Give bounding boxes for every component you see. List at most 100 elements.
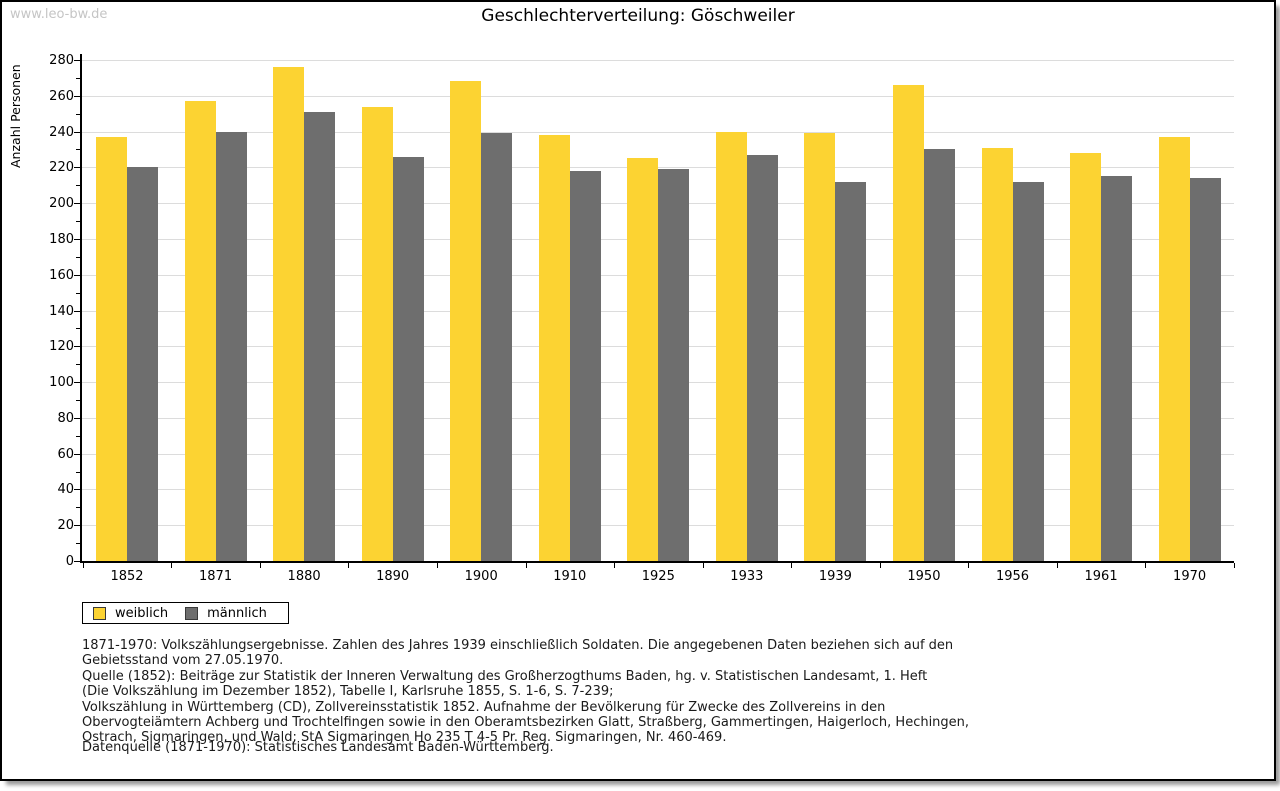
legend-label-maennlich: männlich: [207, 605, 267, 621]
chart-legend: weiblich männlich: [82, 602, 289, 624]
bar-weiblich: [892, 85, 924, 561]
bar-group: [1158, 54, 1221, 561]
legend-item-maennlich: männlich: [185, 606, 267, 621]
bar-männlich: [392, 156, 424, 561]
bar-group: [184, 54, 247, 561]
footnote-line: Ostrach, Sigmaringen, und Wald; StA Sigm…: [82, 730, 727, 746]
bar-weiblich: [538, 135, 570, 561]
footnote-line: 1871-1970: Volkszählungsergebnisse. Zahl…: [82, 638, 954, 653]
bar-weiblich: [715, 131, 747, 561]
y-axis-major-tick: [74, 131, 80, 133]
bar-group: [273, 54, 336, 561]
x-axis-tick: [259, 563, 261, 568]
bar-weiblich: [627, 158, 659, 561]
x-axis-tick-label: 1939: [818, 569, 852, 584]
footnotes: 1871-1970: Volkszählungsergebnisse. Zahl…: [82, 638, 969, 746]
y-axis-major-tick: [74, 382, 80, 384]
y-axis-minor-tick: [76, 543, 80, 545]
y-axis-tick-label: 120: [49, 339, 74, 355]
bar-männlich: [127, 167, 158, 561]
y-axis-major-tick: [74, 489, 80, 491]
x-axis-tick: [82, 563, 84, 568]
bar-männlich: [215, 131, 247, 561]
x-axis-tick-label: 1871: [199, 569, 233, 584]
bar-group: [1070, 54, 1133, 561]
bar-group: [361, 54, 424, 561]
y-axis-minor-tick: [76, 221, 80, 223]
y-axis-title: Anzahl Personen: [8, 64, 23, 168]
y-axis-major-tick: [74, 417, 80, 419]
plot-area: 0 20 40 60 80 100 120 140 160 180 200 220 240 260 280 1…: [49, 53, 1235, 584]
x-axis-tick-label: 1956: [995, 569, 1030, 584]
y-axis-tick-label: 260: [49, 88, 74, 104]
y-axis-tick-label: 100: [49, 375, 74, 391]
bar-männlich: [923, 149, 955, 561]
x-axis-tick-label: 1890: [376, 569, 410, 584]
x-axis-tick: [1145, 563, 1147, 568]
y-axis-major-tick: [74, 238, 80, 240]
y-axis-tick-label: 140: [49, 303, 74, 319]
y-axis-major-tick: [74, 453, 80, 455]
x-axis-tick-label: 1925: [641, 569, 675, 584]
bar-group: [450, 54, 513, 561]
x-axis-tick: [171, 563, 173, 568]
y-axis-minor-tick: [76, 364, 80, 366]
x-axis-tick: [702, 563, 704, 568]
y-axis-major-tick: [74, 274, 80, 276]
y-axis-major-tick: [74, 561, 80, 562]
datasource-line: Datenquelle (1871-1970): Statistisches L…: [82, 740, 554, 755]
x-axis-tick: [348, 563, 350, 568]
bar-group: [892, 54, 955, 561]
x-axis-tick: [1233, 563, 1235, 568]
x-axis-tick: [614, 563, 616, 568]
y-axis-minor-tick: [76, 113, 80, 115]
bar-weiblich: [1158, 136, 1190, 561]
x-axis-tick-label: 1933: [730, 569, 764, 584]
y-axis-minor-tick: [76, 507, 80, 509]
bar-weiblich: [273, 67, 305, 561]
x-axis-tick: [525, 563, 527, 568]
legend-swatch-maennlich: [185, 606, 199, 620]
y-axis-minor-tick: [76, 471, 80, 473]
y-axis-minor-tick: [76, 399, 80, 401]
bar-group: [538, 54, 601, 561]
y-axis-major-tick: [74, 525, 80, 527]
x-axis-tick: [1056, 563, 1058, 568]
footnote-line: (Die Volkszählung im Dezember 1852), Tab…: [82, 684, 614, 700]
x-axis-tick-label: 1900: [464, 569, 498, 584]
bar-männlich: [569, 170, 601, 561]
bar-group: [96, 54, 158, 561]
y-axis-minor-tick: [76, 149, 80, 151]
y-axis-major-tick: [74, 60, 80, 61]
y-axis-major-tick: [74, 95, 80, 97]
y-axis-minor-tick: [76, 185, 80, 187]
bar-männlich: [658, 169, 690, 561]
page-title: Geschlechterverteilung: Göschweiler: [481, 6, 795, 26]
legend-label-weiblich: weiblich: [115, 605, 169, 621]
footnote-line: Quelle (1852): Beiträge zur Statistik de…: [82, 668, 928, 684]
gridline: [82, 95, 1234, 97]
x-axis-tick-label: 1880: [287, 569, 321, 584]
x-axis-tick: [436, 563, 438, 568]
bar-männlich: [746, 154, 778, 561]
y-axis-tick-label: 160: [49, 267, 74, 283]
bar-männlich: [1189, 178, 1221, 561]
y-axis-tick-label: 80: [57, 410, 74, 426]
y-axis-minor-tick: [76, 292, 80, 294]
bar-group: [981, 54, 1044, 561]
footnote-line: Obervogteiämtern Achberg und Trochtelfin…: [82, 715, 970, 731]
bar-group: [804, 54, 867, 561]
x-axis-tick: [968, 563, 970, 568]
y-axis-major-tick: [74, 167, 80, 169]
footnote-line: Volkszählung in Württemberg (CD), Zollve…: [82, 699, 886, 715]
x-axis-tick-label: 1950: [907, 569, 941, 584]
bar-weiblich: [96, 136, 127, 561]
y-axis-tick-label: 20: [57, 518, 74, 534]
y-axis-tick-label: 280: [49, 53, 74, 68]
y-axis-tick-label: 240: [49, 124, 74, 140]
bar-weiblich: [184, 101, 216, 561]
x-axis-tick-label: 1970: [1173, 569, 1207, 584]
y-axis-minor-tick: [76, 77, 80, 79]
y-axis-major-tick: [74, 346, 80, 348]
